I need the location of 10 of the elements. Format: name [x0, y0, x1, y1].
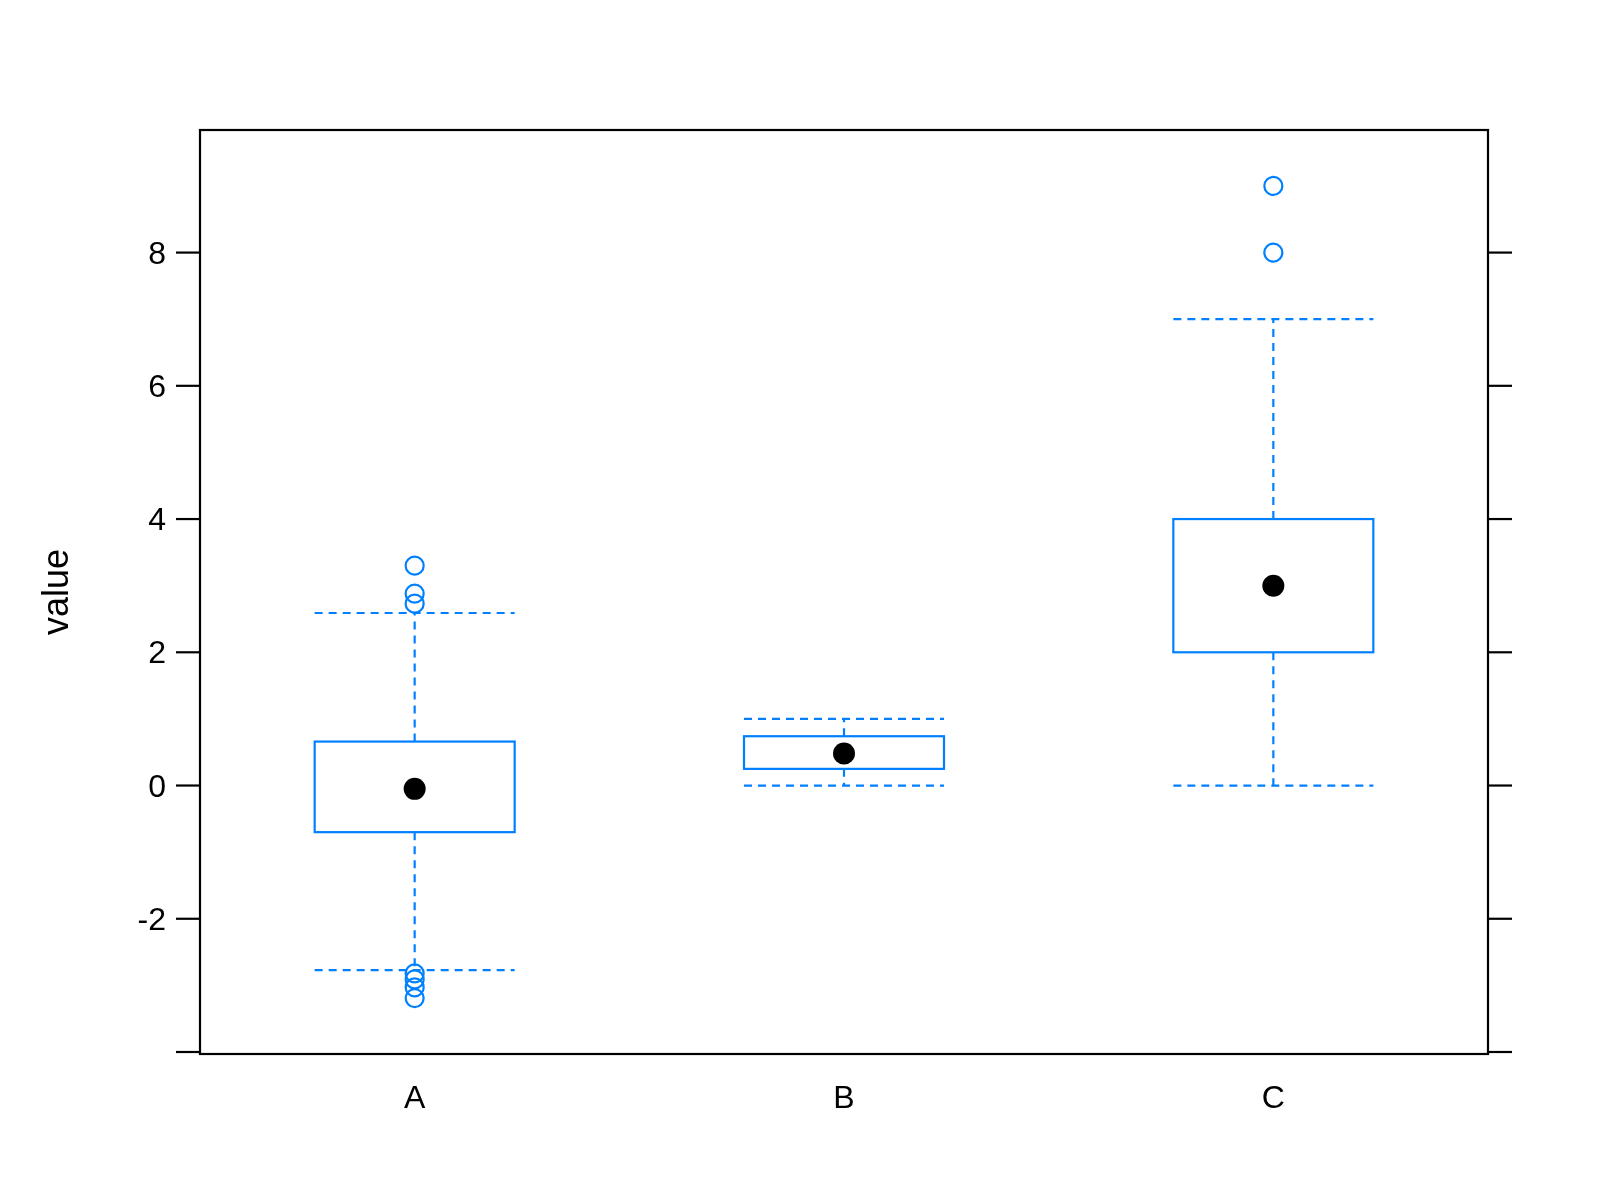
y-tick-label: 4 — [148, 501, 166, 538]
y-axis-title: value — [35, 548, 76, 636]
x-tick-label: C — [1261, 1079, 1285, 1115]
y-tick-label: 0 — [148, 767, 166, 804]
x-tick-label: A — [403, 1079, 426, 1115]
y-tick-label: 2 — [148, 634, 166, 671]
y-tick-label: 8 — [148, 234, 166, 271]
y-tick-label: -2 — [137, 900, 166, 937]
y-tick-label: 6 — [148, 367, 166, 404]
x-tick-label: B — [833, 1079, 855, 1115]
